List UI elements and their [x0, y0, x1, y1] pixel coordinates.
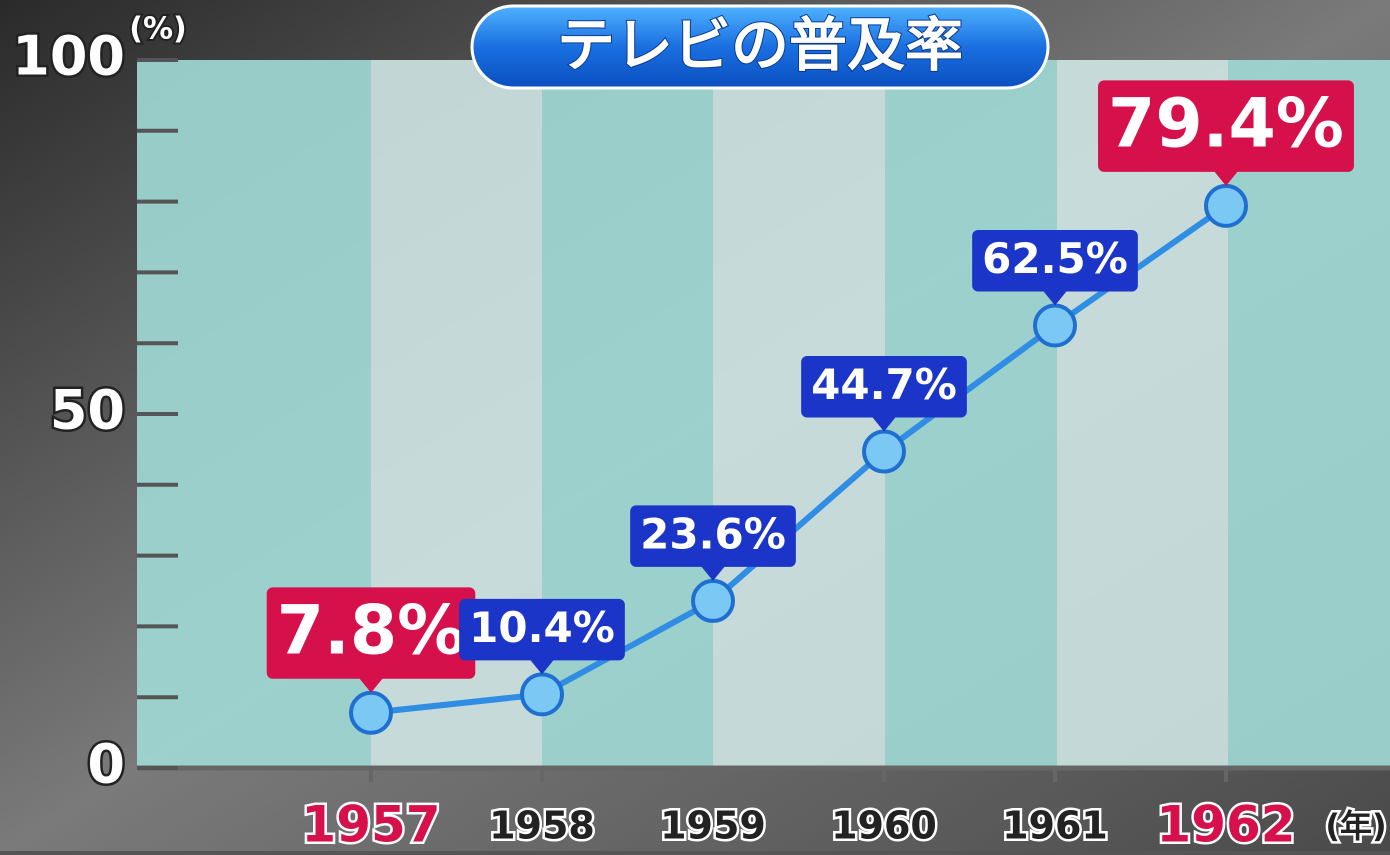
value-label: 7.8%	[277, 591, 466, 670]
point	[1035, 306, 1075, 346]
x-tick-label: 1957	[301, 796, 440, 852]
y-axis-label: (%)	[129, 12, 186, 47]
point	[693, 581, 733, 621]
value-callout: 79.4%	[1098, 80, 1354, 185]
x-tick-label: 1962	[1156, 796, 1295, 852]
chart: テレビの普及率 (%) (年) 0 50 100 1957 1958 1959 1960 19…	[0, 0, 1390, 851]
value-label: 23.6%	[640, 509, 786, 558]
y-tick-label: 50	[50, 379, 125, 442]
value-label: 10.4%	[469, 603, 615, 652]
chart-title: テレビの普及率	[557, 11, 963, 79]
value-label: 62.5%	[982, 234, 1128, 283]
x-axis-label: (年)	[1325, 807, 1386, 845]
y-tick-label: 100	[12, 25, 125, 88]
value-label: 44.7%	[811, 360, 957, 409]
value-label: 79.4%	[1108, 84, 1344, 163]
x-tick-label: 1958	[489, 804, 595, 848]
y-tick-label: 0	[87, 733, 125, 796]
point	[522, 674, 562, 714]
point	[351, 693, 391, 733]
point	[1206, 186, 1246, 226]
value-callout: 7.8%	[267, 587, 476, 692]
point	[864, 432, 904, 472]
x-tick-label: 1960	[831, 804, 937, 848]
x-tick-label: 1961	[1002, 804, 1108, 848]
x-tick-label: 1959	[660, 804, 766, 848]
page: テレビの普及率 (%) (年) 0 50 100 1957 1958 1959 1960 19…	[0, 0, 1390, 851]
